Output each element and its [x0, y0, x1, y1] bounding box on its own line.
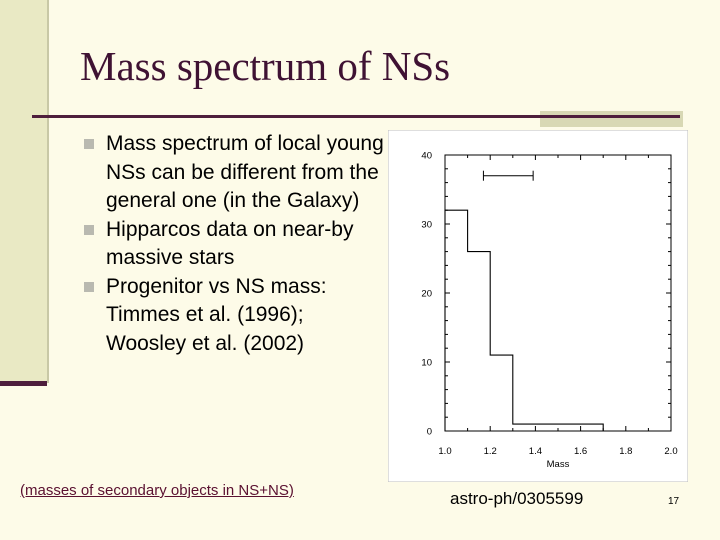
- chart-frame: [388, 130, 688, 482]
- chart-svg: 1.0 1.2 1.4 1.6 1.8 2.0 0 10 20 30 40 Mass: [388, 130, 688, 482]
- bullet-square-icon: [84, 139, 94, 149]
- x-tick-label: 2.0: [664, 446, 677, 457]
- title-underline: [32, 115, 680, 118]
- caption-link[interactable]: (masses of secondary objects in NS+NS): [20, 482, 294, 499]
- mass-histogram-chart: 1.0 1.2 1.4 1.6 1.8 2.0 0 10 20 30 40 Mass: [388, 130, 688, 482]
- header-accent-block: [540, 111, 683, 127]
- bullet-text: Mass spectrum of local young NSs can be …: [106, 132, 384, 212]
- chart-tick-labels: 1.0 1.2 1.4 1.6 1.8 2.0 0 10 20 30 40: [421, 151, 677, 458]
- bullet-item: Mass spectrum of local young NSs can be …: [84, 130, 384, 216]
- slide-title: Mass spectrum of NSs: [80, 43, 451, 89]
- y-tick-label: 20: [421, 289, 432, 300]
- bullet-item: Hipparcos data on near-by massive stars: [84, 216, 384, 273]
- histogram-bar: [490, 355, 513, 431]
- y-tick-label: 10: [421, 358, 432, 369]
- histogram-bar: [468, 252, 491, 431]
- x-tick-label: 1.4: [529, 446, 542, 457]
- bullet-square-icon: [84, 224, 94, 235]
- bullet-square-icon: [84, 281, 94, 292]
- bullet-text: Progenitor vs NS mass: Timmes et al. (19…: [106, 274, 327, 355]
- bullet-item: Progenitor vs NS mass: Timmes et al. (19…: [84, 273, 384, 359]
- vertical-divider: [47, 0, 49, 383]
- x-tick-label: 1.8: [619, 446, 632, 457]
- bullet-list: Mass spectrum of local young NSs can be …: [84, 130, 384, 358]
- bullet-text: Hipparcos data on near-by massive stars: [106, 217, 354, 270]
- y-tick-label: 40: [421, 151, 432, 162]
- histogram-bar: [558, 424, 581, 431]
- chart-annotation: [482, 170, 534, 181]
- page-number: 17: [668, 496, 680, 507]
- histogram-bar: [445, 210, 468, 431]
- y-tick-label: 0: [427, 427, 432, 438]
- x-tick-label: 1.2: [484, 446, 497, 457]
- x-tick-label: 1.6: [574, 446, 587, 457]
- left-accent-rule: [0, 381, 47, 386]
- reference-text: astro-ph/0305599: [450, 489, 584, 508]
- histogram-bar: [581, 424, 604, 431]
- y-tick-label: 30: [421, 220, 432, 231]
- histogram-bar: [513, 424, 536, 431]
- histogram-step-line: [444, 209, 671, 432]
- x-tick-label: 1.0: [438, 446, 451, 457]
- left-decor-band: [0, 0, 47, 383]
- histogram-bar: [535, 424, 558, 431]
- x-axis-label: Mass: [547, 459, 570, 470]
